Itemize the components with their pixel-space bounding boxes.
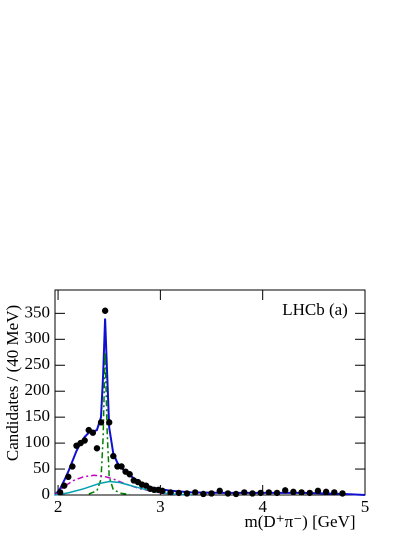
data-point bbox=[97, 419, 105, 426]
data-point bbox=[191, 489, 199, 496]
x-tick-label: 2 bbox=[54, 497, 63, 516]
data-point bbox=[61, 482, 68, 489]
data-point bbox=[232, 490, 240, 498]
x-axis-label: m(D⁺π⁻) [GeV] bbox=[244, 512, 355, 531]
data-point bbox=[314, 487, 322, 495]
x-tick-label: 5 bbox=[361, 497, 370, 516]
data-point bbox=[273, 489, 281, 497]
y-tick-label: 300 bbox=[25, 328, 51, 347]
fit-curve bbox=[54, 318, 366, 496]
data-point bbox=[175, 489, 182, 497]
data-point bbox=[257, 489, 264, 497]
y-tick-label: 200 bbox=[25, 380, 51, 399]
data-point bbox=[167, 489, 174, 496]
data-point bbox=[110, 452, 117, 460]
data-point bbox=[281, 487, 289, 494]
x-tick-label: 3 bbox=[156, 497, 165, 516]
data-point bbox=[126, 471, 133, 478]
y-tick-label: 350 bbox=[25, 302, 51, 321]
data-point bbox=[208, 490, 215, 497]
data-point bbox=[65, 473, 72, 481]
data-point bbox=[200, 490, 207, 498]
data-point bbox=[183, 490, 191, 497]
fit-curve bbox=[88, 352, 130, 496]
y-tick-label: 50 bbox=[33, 458, 50, 477]
y-tick-label: 0 bbox=[42, 484, 51, 503]
data-point bbox=[159, 487, 166, 495]
data-point bbox=[56, 489, 64, 496]
data-point bbox=[101, 307, 109, 314]
data-point bbox=[93, 445, 101, 452]
data-point bbox=[249, 490, 256, 497]
y-tick-label: 150 bbox=[25, 406, 51, 425]
data-point bbox=[241, 489, 248, 496]
data-point bbox=[331, 489, 338, 496]
data-point bbox=[106, 419, 113, 426]
data-point bbox=[339, 490, 346, 497]
data-point bbox=[81, 437, 88, 444]
data-point bbox=[306, 489, 313, 497]
data-point bbox=[118, 463, 125, 470]
annotation: LHCb (a) bbox=[282, 300, 348, 319]
data-point bbox=[224, 490, 232, 497]
data-point bbox=[89, 429, 97, 436]
y-axis-label: Candidates / (40 MeV) bbox=[3, 305, 22, 461]
data-point bbox=[298, 489, 305, 496]
data-point bbox=[216, 487, 223, 495]
y-tick-label: 100 bbox=[25, 432, 51, 451]
data-point bbox=[290, 488, 297, 496]
y-tick-label: 250 bbox=[25, 354, 51, 373]
data-point bbox=[265, 489, 273, 496]
data-point bbox=[69, 463, 76, 470]
data-point bbox=[322, 488, 330, 496]
x-tick-label: 4 bbox=[258, 497, 267, 516]
